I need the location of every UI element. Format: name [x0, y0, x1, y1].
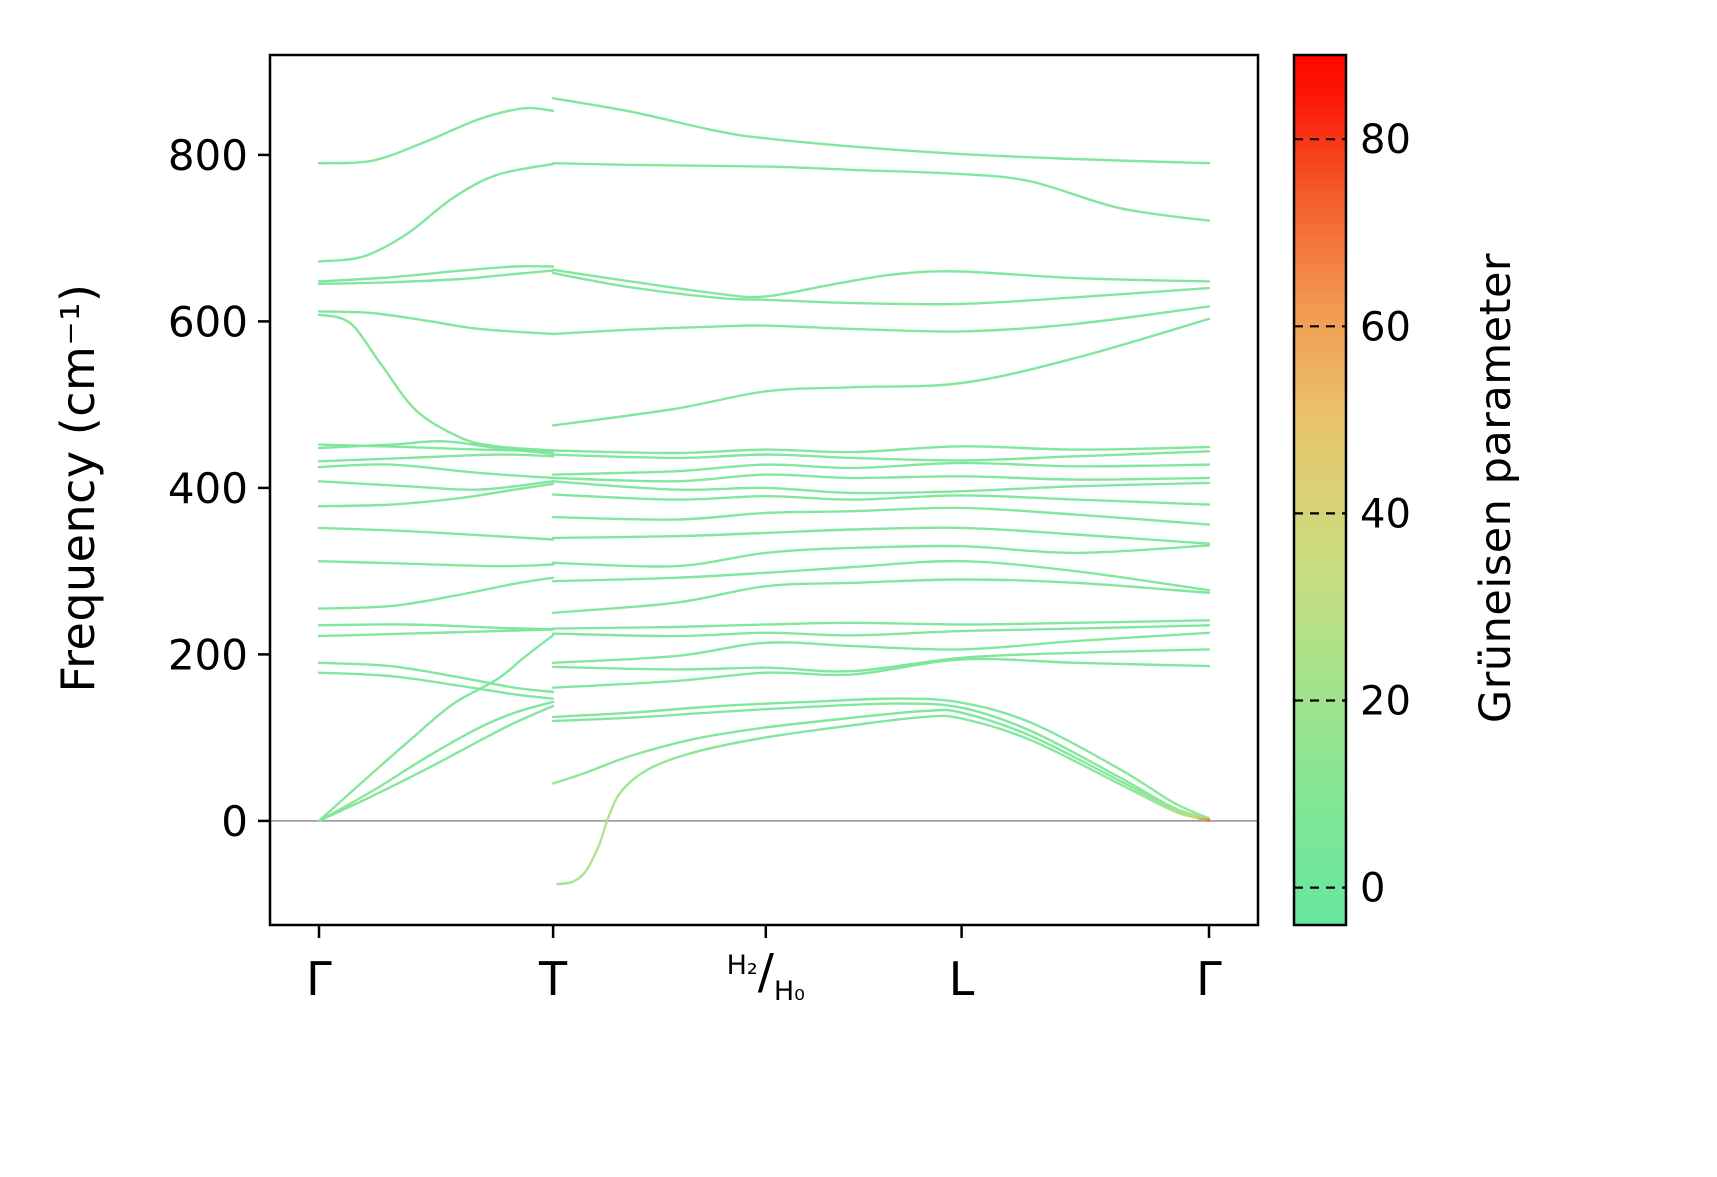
band-line: [551, 526, 1211, 545]
band-line: [317, 661, 555, 694]
plot-frame: [268, 53, 1260, 927]
band-line: [317, 453, 555, 463]
band-line: [317, 634, 555, 823]
band-line: [317, 526, 555, 541]
colorbar-tick-label: 0: [1360, 866, 1385, 912]
band-line: [317, 560, 555, 568]
y-tick-label: 800: [168, 131, 248, 180]
band-line: [317, 264, 555, 283]
band-line: [317, 482, 555, 508]
band-line: [551, 578, 1211, 614]
x-tick-label: H₂/H₀: [727, 944, 805, 1007]
x-tick-label: Γ: [306, 952, 332, 1006]
band-line: [551, 268, 1211, 299]
y-tick-label: 200: [168, 630, 248, 679]
band-line: [317, 700, 555, 823]
band-line: [551, 544, 1211, 568]
y-tick-label: 600: [168, 297, 248, 346]
band-line: [551, 648, 1211, 673]
band-line: [551, 493, 1211, 506]
band-line: [551, 445, 1211, 455]
band-line: [317, 704, 555, 823]
band-line: [551, 450, 1211, 462]
colorbar-frame: [1292, 53, 1348, 927]
band-line: [551, 559, 1211, 592]
y-tick-label: 400: [168, 464, 248, 513]
band-line: [317, 106, 555, 165]
band-line: [551, 461, 1211, 476]
band-line: [551, 305, 1211, 336]
band-line: [551, 162, 1211, 222]
x-tick-label: Γ: [1196, 952, 1222, 1006]
x-tick-label-part: H₂: [727, 950, 758, 981]
x-tick-label-part: /: [758, 944, 775, 1000]
band-line: [317, 162, 555, 263]
band-line: [317, 671, 555, 700]
band-line: [551, 317, 1211, 427]
colorbar-gradient: [1294, 55, 1346, 925]
band-line: [551, 624, 1211, 638]
band-line: [317, 576, 555, 610]
band-line: [317, 313, 555, 452]
x-tick-label: T: [538, 952, 568, 1006]
colorbar-tick-label: 40: [1360, 491, 1411, 537]
band-line: [317, 623, 555, 631]
band-line: [317, 310, 555, 336]
band-line: [551, 631, 1211, 664]
band-line: [551, 697, 1211, 820]
band-line: [317, 463, 555, 480]
x-tick-label-part: H₀: [774, 976, 805, 1007]
y-axis-label: Frequency (cm⁻¹): [51, 283, 105, 693]
band-line: [317, 480, 555, 491]
colorbar-tick-label: 20: [1360, 679, 1411, 725]
y-tick-label: 0: [221, 797, 248, 846]
band-line: [551, 473, 1211, 483]
colorbar-tick-label: 80: [1360, 117, 1411, 163]
band-line: [317, 628, 555, 638]
band-line: [551, 708, 1211, 822]
x-tick-label: L: [949, 952, 975, 1006]
band-line: [317, 443, 555, 453]
colorbar-tick-label: 60: [1360, 304, 1411, 350]
band-line: [551, 657, 1211, 689]
colorbar-label: Grüneisen parameter: [1471, 252, 1521, 724]
band-line: [551, 271, 1211, 306]
band-line: [551, 480, 1211, 495]
band-line: [551, 619, 1211, 630]
band-line: [551, 702, 1211, 821]
band-line: [556, 714, 1211, 886]
band-line: [551, 506, 1211, 526]
band-line: [551, 97, 1211, 165]
band-line: [317, 269, 555, 286]
